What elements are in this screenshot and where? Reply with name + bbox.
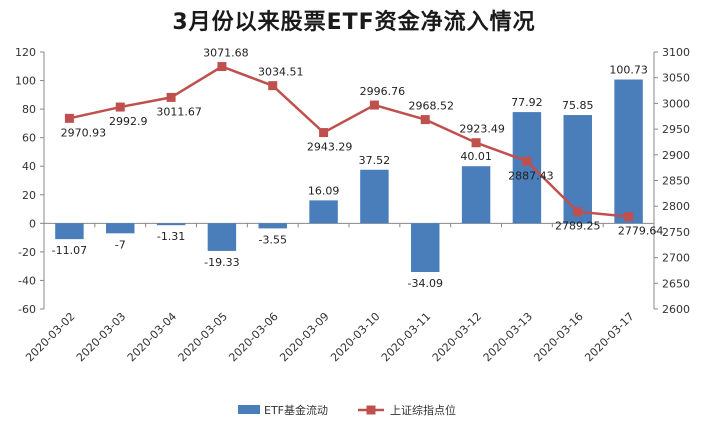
bar-value-label: -19.33 bbox=[204, 256, 239, 269]
index-point bbox=[64, 113, 74, 123]
index-point bbox=[420, 115, 430, 125]
left-tick-label: 80 bbox=[22, 103, 36, 116]
right-tick-label: 2950 bbox=[662, 123, 690, 136]
bar bbox=[614, 79, 643, 224]
x-tick-label: 2020-03-11 bbox=[379, 310, 433, 364]
x-tick-label: 2020-03-02 bbox=[23, 310, 77, 364]
left-tick-label: -60 bbox=[18, 303, 36, 316]
bar bbox=[461, 166, 491, 224]
index-point bbox=[166, 92, 176, 102]
left-tick-label: -40 bbox=[18, 274, 36, 287]
x-tick-label: 2020-03-04 bbox=[125, 310, 179, 364]
right-tick-label: 3000 bbox=[662, 97, 690, 110]
bar-value-label: 40.01 bbox=[460, 150, 492, 163]
x-tick-label: 2020-03-09 bbox=[277, 310, 331, 364]
bar-value-label: 37.52 bbox=[359, 154, 391, 167]
x-tick-label: 2020-03-16 bbox=[531, 310, 585, 364]
index-point bbox=[624, 212, 634, 222]
line-value-label: 2968.52 bbox=[409, 100, 455, 113]
right-tick-label: 2700 bbox=[662, 252, 690, 265]
bar-value-label: -7 bbox=[115, 238, 126, 251]
x-tick-label: 2020-03-05 bbox=[176, 310, 230, 364]
line-value-label: 2970.93 bbox=[61, 126, 107, 139]
chart-title: 3月份以来股票ETF资金净流入情况 bbox=[172, 10, 536, 35]
line-value-label: 3011.67 bbox=[156, 105, 202, 118]
x-tick-label: 2020-03-10 bbox=[328, 310, 382, 364]
x-tick-label: 2020-03-12 bbox=[430, 310, 484, 364]
index-point bbox=[268, 81, 278, 91]
line-value-label: 2923.49 bbox=[459, 123, 505, 136]
left-tick-label: 20 bbox=[22, 189, 36, 202]
index-point bbox=[115, 102, 125, 112]
legend-line-marker bbox=[366, 405, 376, 415]
x-tick-label: 2020-03-17 bbox=[582, 310, 636, 364]
bar bbox=[360, 169, 389, 224]
bar-value-label: 75.85 bbox=[562, 99, 594, 112]
x-tick-label: 2020-03-13 bbox=[481, 310, 535, 364]
right-tick-label: 2750 bbox=[662, 226, 690, 239]
bar bbox=[55, 223, 84, 240]
right-tick-label: 2600 bbox=[662, 303, 690, 316]
index-line bbox=[69, 65, 629, 218]
bar-value-label: 16.09 bbox=[308, 184, 340, 197]
bar-value-label: -11.07 bbox=[52, 244, 87, 257]
line-value-label: 3071.68 bbox=[203, 47, 249, 60]
bar bbox=[309, 200, 338, 224]
right-tick-label: 3050 bbox=[662, 72, 690, 85]
legend-bar-swatch bbox=[238, 405, 260, 414]
x-tick-label: 2020-03-03 bbox=[74, 310, 128, 364]
left-tick-label: 120 bbox=[15, 46, 36, 59]
bar-value-label: 100.73 bbox=[609, 64, 648, 77]
left-tick-label: 0 bbox=[29, 217, 36, 230]
line-value-label: 2992.9 bbox=[109, 115, 148, 128]
bar bbox=[512, 112, 542, 224]
right-tick-label: 2900 bbox=[662, 149, 690, 162]
bar bbox=[207, 223, 237, 251]
bar bbox=[563, 115, 592, 224]
bar-value-label: -1.31 bbox=[157, 230, 185, 243]
line-value-label: 2996.76 bbox=[360, 85, 406, 98]
right-tick-label: 2800 bbox=[662, 200, 690, 213]
left-tick-label: -20 bbox=[18, 246, 36, 259]
left-tick-label: 60 bbox=[22, 132, 36, 145]
line-value-label: 2943.29 bbox=[307, 141, 353, 154]
bar-value-label: 77.92 bbox=[511, 96, 543, 109]
index-point bbox=[319, 128, 329, 138]
x-tick-label: 2020-03-06 bbox=[226, 310, 280, 364]
bar bbox=[411, 223, 440, 273]
right-tick-label: 2850 bbox=[662, 175, 690, 188]
right-tick-label: 3100 bbox=[662, 46, 690, 59]
line-value-label: 2779.64 bbox=[618, 225, 664, 238]
index-point bbox=[573, 207, 583, 217]
bar bbox=[156, 223, 186, 226]
right-tick-label: 2650 bbox=[662, 277, 690, 290]
legend-bar-label: ETF基金流动 bbox=[264, 403, 328, 417]
index-point bbox=[369, 100, 379, 110]
line-value-label: 2887.43 bbox=[508, 169, 554, 182]
legend-line-label: 上证综指点位 bbox=[390, 403, 456, 417]
line-value-label: 2789.25 bbox=[555, 220, 601, 233]
index-point bbox=[217, 62, 227, 72]
bar bbox=[258, 223, 287, 229]
left-tick-label: 40 bbox=[22, 160, 36, 173]
bar-value-label: -34.09 bbox=[408, 277, 443, 290]
index-point bbox=[522, 156, 532, 166]
left-tick-label: 100 bbox=[15, 75, 36, 88]
bar bbox=[106, 223, 135, 234]
bar-value-label: -3.55 bbox=[259, 233, 287, 246]
line-value-label: 3034.51 bbox=[258, 66, 304, 79]
index-point bbox=[471, 138, 481, 148]
